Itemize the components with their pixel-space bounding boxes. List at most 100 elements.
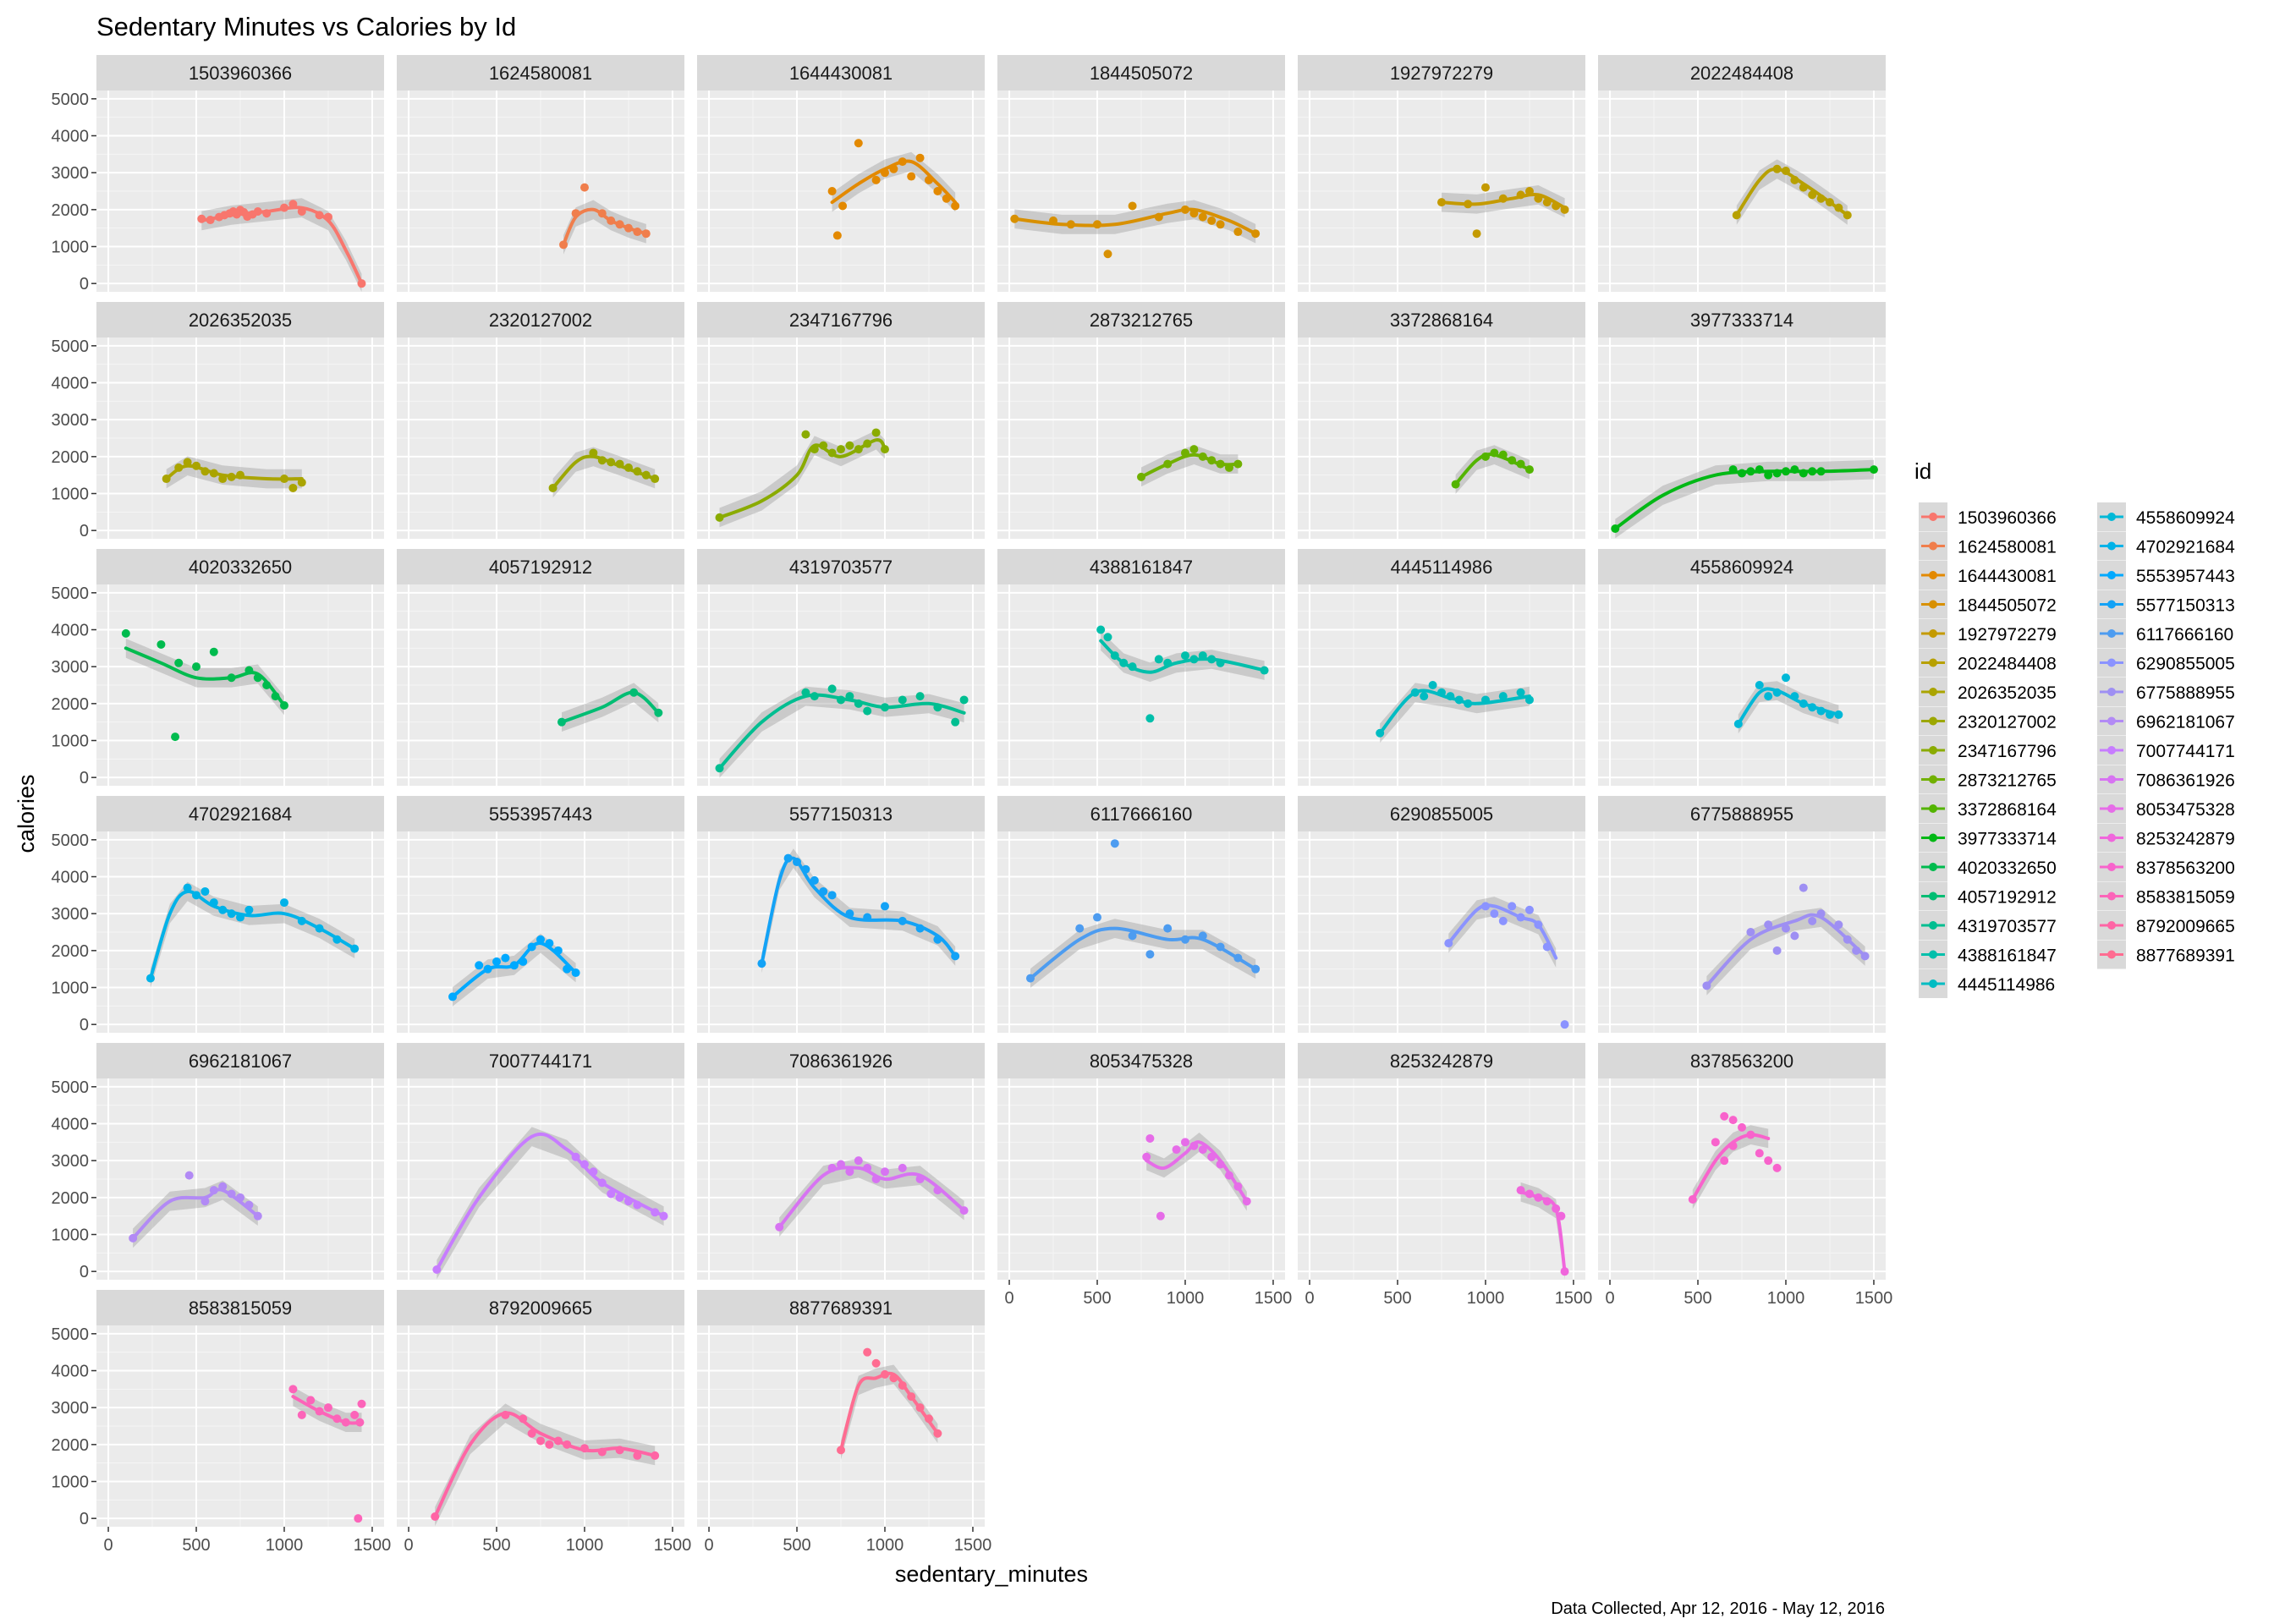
panel-content [448, 933, 580, 1007]
x-tick-label: 1000 [566, 1536, 604, 1555]
legend-item: 4319703577 [1919, 911, 2057, 940]
legend-item: 1844505072 [1919, 590, 2057, 619]
legend-key-point [2107, 921, 2116, 930]
confidence-band [435, 1403, 656, 1527]
facet-panel: 5577150313 [697, 796, 985, 1033]
legend-label: 2320127002 [1958, 713, 2057, 732]
legend-key-point [2107, 716, 2116, 726]
facet-strip-label: 1927972279 [1390, 63, 1493, 84]
panel-content [1437, 183, 1569, 239]
data-point [827, 891, 837, 900]
data-point [1207, 216, 1217, 225]
facet-strip [997, 55, 1285, 91]
facet-strip-label: 1503960366 [189, 63, 292, 84]
y-tick-label: 4000 [52, 374, 90, 392]
fit-line [1029, 926, 1258, 980]
data-point [121, 628, 130, 638]
facet-strip-label: 3977333714 [1690, 310, 1793, 331]
data-point [1738, 1122, 1746, 1132]
facet-strip [1598, 302, 1886, 337]
facet-strip-label: 5553957443 [489, 804, 592, 825]
facet-strip-label: 4020332650 [189, 557, 292, 578]
facet-panel: 1644430081 [697, 55, 985, 292]
legend-item: 5577150313 [2097, 590, 2235, 619]
panel-content [432, 1127, 668, 1280]
facet-strip [1298, 55, 1585, 91]
chart-title: Sedentary Minutes vs Calories by Id [96, 12, 516, 41]
x-tick-label: 0 [103, 1536, 113, 1555]
confidence-band [437, 1127, 664, 1280]
data-point [1075, 924, 1085, 933]
facet-strip-label: 1644430081 [789, 63, 893, 84]
legend-label: 5553957443 [2136, 567, 2235, 586]
fit-line [777, 1166, 966, 1229]
y-tick-label: 3000 [52, 1399, 90, 1418]
facet-strip [697, 1043, 985, 1078]
data-point [1472, 229, 1481, 239]
legend-label: 5577150313 [2136, 596, 2235, 616]
data-point [1145, 1133, 1155, 1143]
legend-key-point [1929, 571, 1937, 579]
facet-panel: 2022484408 [1598, 55, 1886, 292]
legend-label: 8792009665 [2136, 917, 2235, 936]
y-tick-label: 0 [80, 275, 89, 294]
data-point [157, 639, 166, 649]
legend-item: 1644430081 [1919, 561, 2057, 590]
fit-line [451, 941, 578, 999]
legend-key-point [2107, 950, 2116, 959]
data-point [1428, 681, 1437, 689]
y-tick-label: 2000 [52, 448, 90, 467]
data-point [1233, 228, 1243, 237]
fit-line [562, 207, 648, 247]
x-tick-label: 500 [1383, 1289, 1411, 1308]
legend-key-point [1929, 950, 1937, 959]
facet-panel: 4445114986 [1298, 549, 1585, 786]
facet-panel: 4319703577 [697, 549, 985, 786]
data-point [1103, 250, 1112, 259]
legend-key-point [1929, 892, 1937, 901]
x-tick-label: 1500 [654, 1536, 692, 1555]
x-tick-label: 1500 [354, 1536, 392, 1555]
legend-key-point [2107, 863, 2116, 871]
data-point [898, 1163, 907, 1172]
x-axis-title: sedentary_minutes [895, 1561, 1088, 1587]
panel-content [146, 881, 360, 988]
facet-panel: 6962181067 0 1000 2000 3000 4000 5000 [52, 1043, 384, 1281]
data-point [1154, 655, 1163, 664]
x-tick-label: 1000 [1467, 1289, 1505, 1308]
x-tick-label: 500 [182, 1536, 210, 1555]
data-point [1198, 1145, 1207, 1155]
data-point [1720, 1111, 1729, 1121]
x-tick-label: 500 [1684, 1289, 1711, 1308]
facet-panel: 8053475328 0 500 1000 1500 [997, 1043, 1292, 1308]
facet-panel: 6775888955 [1598, 796, 1886, 1033]
data-point [845, 1167, 854, 1177]
data-point [1728, 1116, 1738, 1125]
legend-title: id [1914, 458, 1931, 484]
facet-strip [997, 796, 1285, 831]
legend-label: 4020332650 [1958, 859, 2057, 878]
facet-strip [96, 1290, 384, 1325]
fit-line [839, 1371, 940, 1452]
legend-label: 2873212765 [1958, 771, 2057, 791]
panel-content [1010, 200, 1261, 259]
panel-content [715, 684, 969, 778]
facet-strip [1298, 302, 1585, 337]
confidence-band [1141, 445, 1239, 487]
facet-strip [96, 796, 384, 831]
legend-key-point [1929, 716, 1937, 726]
fit-line [131, 1188, 260, 1240]
legend-key-point [2107, 513, 2116, 521]
data-point [209, 647, 218, 656]
legend-key-point [1929, 775, 1937, 784]
legend-label: 1503960366 [1958, 508, 2057, 528]
y-tick-label: 2000 [52, 1189, 90, 1208]
legend-key-point [1929, 513, 1937, 521]
legend-label: 1624580081 [1958, 538, 2057, 557]
x-tick-label: 500 [482, 1536, 510, 1555]
fit-line [830, 159, 958, 205]
facet-strip [697, 302, 985, 337]
legend-label: 6775888955 [2136, 683, 2235, 703]
legend-key-point [1929, 746, 1937, 754]
legend-label: 6290855005 [2136, 655, 2235, 674]
